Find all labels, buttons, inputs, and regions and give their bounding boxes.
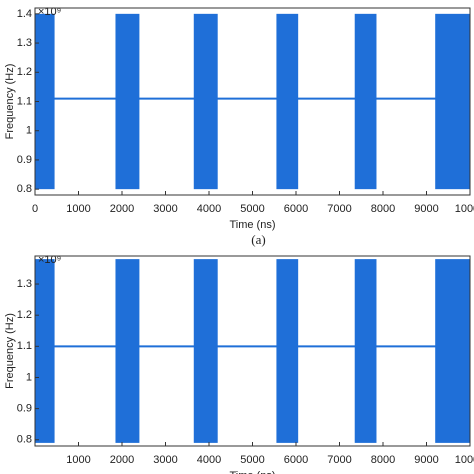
x-tick-label: 6000 (284, 454, 308, 466)
y-tick-label: 1.3 (17, 37, 32, 49)
burst (115, 259, 140, 443)
x-tick-label: 4000 (197, 203, 221, 215)
x-tick-label: 8000 (371, 454, 395, 466)
y-tick-label: 1 (26, 371, 32, 383)
x-tick-label: 7000 (327, 203, 351, 215)
x-tick-label: 5000 (240, 454, 264, 466)
y-tick-label: 1.1 (17, 95, 32, 107)
x-tick-label: 2000 (110, 454, 134, 466)
burst (435, 259, 470, 443)
x-tick-label: 10000 (455, 454, 474, 466)
burst (276, 13, 299, 190)
x-tick-label: 0 (32, 203, 38, 215)
x-tick-label: 2000 (110, 203, 134, 215)
x-tick-label: 1000 (66, 454, 90, 466)
y-tick-label: 1.4 (17, 8, 32, 20)
y-axis-label: Frequency (Hz) (4, 313, 16, 389)
y-tick-label: 1 (26, 125, 32, 137)
axes-background (35, 8, 470, 195)
burst (276, 259, 299, 443)
y-tick-label: 1.1 (17, 340, 32, 352)
axes-background (35, 256, 470, 446)
burst (354, 13, 377, 190)
burst (193, 13, 218, 190)
x-tick-label: 10000 (455, 203, 474, 215)
x-tick-label: 8000 (371, 203, 395, 215)
x-tick-label: 3000 (153, 203, 177, 215)
multiplier: ×10⁹ (38, 254, 61, 266)
y-tick-label: 1.2 (17, 66, 32, 78)
x-tick-label: 4000 (197, 454, 221, 466)
x-tick-label: 9000 (414, 203, 438, 215)
x-tick-label: 1000 (66, 203, 90, 215)
x-axis-label: Time (ns) (229, 470, 275, 474)
x-tick-label: 6000 (284, 203, 308, 215)
x-tick-label: 5000 (240, 203, 264, 215)
x-tick-label: 3000 (153, 454, 177, 466)
y-tick-label: 1.3 (17, 278, 32, 290)
y-tick-label: 0.8 (17, 183, 32, 195)
burst (193, 259, 218, 443)
burst (435, 13, 470, 190)
multiplier: ×10⁹ (38, 6, 61, 18)
burst (115, 13, 140, 190)
burst (35, 259, 55, 443)
burst (354, 259, 377, 443)
y-tick-label: 0.9 (17, 154, 32, 166)
caption: (a) (251, 232, 265, 247)
y-tick-label: 0.8 (17, 434, 32, 446)
y-tick-label: 1.2 (17, 309, 32, 321)
y-tick-label: 0.9 (17, 403, 32, 415)
x-axis-label: Time (ns) (229, 219, 275, 231)
burst (35, 13, 55, 190)
x-tick-label: 7000 (327, 454, 351, 466)
x-tick-label: 9000 (414, 454, 438, 466)
y-axis-label: Frequency (Hz) (4, 64, 16, 140)
